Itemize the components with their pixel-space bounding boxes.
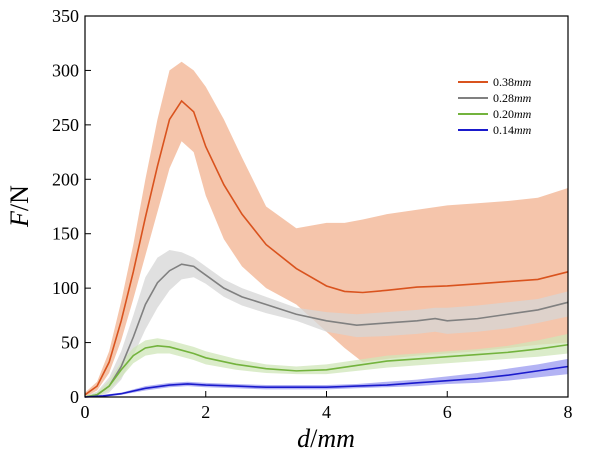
- x-axis-symbol: d: [297, 424, 311, 453]
- band-0.28: [85, 250, 568, 397]
- line-0.20: [84, 343, 569, 398]
- y-tick-label: 50: [61, 333, 79, 353]
- x-tick-label: 6: [443, 402, 452, 422]
- legend-label-0.20: 0.20mm: [493, 107, 532, 121]
- x-tick-label: 8: [564, 402, 573, 422]
- y-axis-ticks: 0 50 100 150 200 250 300 350: [52, 6, 91, 407]
- line-0.28: [84, 263, 569, 398]
- y-axis-label: F/N: [5, 185, 34, 228]
- legend-label-0.14: 0.14mm: [493, 123, 532, 137]
- legend: 0.38mm 0.28mm 0.20mm 0.14mm: [458, 75, 532, 137]
- line-0.38: [84, 99, 569, 396]
- y-axis-sep: /: [5, 203, 34, 211]
- y-tick-label: 300: [52, 60, 79, 80]
- x-axis-sep: /: [310, 424, 318, 453]
- x-axis-ticks: 0 2 4 6 8: [81, 391, 573, 422]
- line-0.14: [84, 365, 569, 398]
- band-0.14: [85, 358, 568, 397]
- x-tick-label: 4: [322, 402, 331, 422]
- y-tick-label: 200: [52, 169, 79, 189]
- y-tick-label: 150: [52, 224, 79, 244]
- y-tick-label: 0: [70, 387, 79, 407]
- legend-label-0.38: 0.38mm: [493, 75, 532, 89]
- x-tick-label: 0: [81, 402, 90, 422]
- band-0.20: [85, 333, 568, 397]
- x-axis-label: d/mm: [297, 424, 355, 453]
- x-tick-label: 2: [201, 402, 210, 422]
- y-tick-label: 350: [52, 6, 79, 26]
- x-axis-unit: mm: [317, 424, 355, 453]
- y-axis-symbol: F: [5, 210, 34, 228]
- legend-label-0.28: 0.28mm: [493, 91, 532, 105]
- y-tick-label: 100: [52, 278, 79, 298]
- y-tick-label: 250: [52, 115, 79, 135]
- mean-lines: [84, 99, 569, 398]
- y-axis-unit: N: [5, 185, 34, 204]
